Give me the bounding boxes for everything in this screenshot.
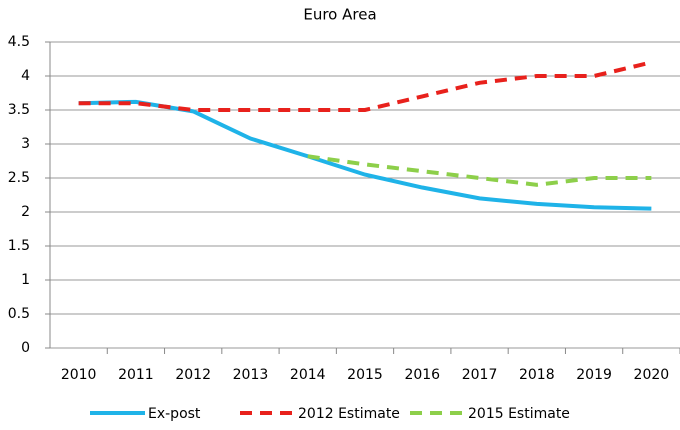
x-tick-label: 2013: [233, 367, 269, 383]
x-tick-label: 2019: [576, 367, 612, 383]
series-line: [78, 99, 652, 211]
series-line: [307, 154, 652, 187]
x-tick-label: 2014: [290, 367, 326, 383]
y-tick-label: 4: [21, 68, 30, 84]
y-tick-label: 2.5: [8, 170, 30, 186]
y-tick-label: 0: [21, 340, 30, 356]
x-tick-label: 2018: [519, 367, 555, 383]
x-tick-label: 2020: [634, 367, 670, 383]
y-tick-label: 1.5: [8, 238, 30, 254]
legend-label: 2015 Estimate: [468, 406, 570, 422]
y-tick-label: 2: [21, 204, 30, 220]
x-tick-label: 2015: [347, 367, 383, 383]
x-tick-label: 2012: [175, 367, 211, 383]
chart-title: Euro Area: [303, 6, 376, 24]
x-tick-label: 2010: [61, 367, 97, 383]
x-tick-label: 2016: [404, 367, 440, 383]
legend-label: Ex-post: [148, 406, 201, 422]
y-tick-label: 4.5: [8, 34, 30, 50]
y-tick-label: 1: [21, 272, 30, 288]
x-tick-label: 2011: [118, 367, 154, 383]
legend-label: 2012 Estimate: [298, 406, 400, 422]
x-tick-label: 2017: [462, 367, 498, 383]
series-line: [78, 60, 652, 112]
y-tick-label: 0.5: [8, 306, 30, 322]
y-tick-label: 3: [21, 136, 30, 152]
y-tick-label: 3.5: [8, 102, 30, 118]
